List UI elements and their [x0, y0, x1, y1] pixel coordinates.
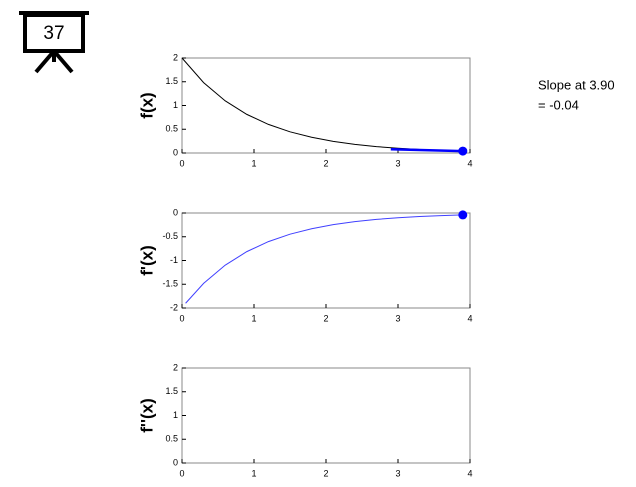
annotation: = -0.04 [538, 97, 579, 112]
y-tick-label: -0.5 [162, 231, 178, 241]
y-tick-label: -1.5 [162, 279, 178, 289]
plot-area [181, 367, 471, 464]
x-tick-label: 1 [251, 158, 256, 168]
x-tick-label: 2 [323, 313, 328, 323]
y-axis-label: f''(x) [137, 398, 156, 433]
plot-area [181, 57, 471, 154]
y-tick-label: -2 [170, 302, 178, 312]
y-tick-label: 0 [173, 207, 178, 217]
y-tick-label: 0.5 [165, 434, 178, 444]
x-tick-label: 1 [251, 468, 256, 478]
y-tick-label: 1 [173, 410, 178, 420]
badge-number: 37 [43, 23, 64, 44]
y-tick-label: 0 [173, 457, 178, 467]
x-tick-label: 4 [467, 313, 472, 323]
y-axis-label: f'(x) [137, 245, 156, 275]
x-tick-label: 2 [323, 158, 328, 168]
plot-area [181, 212, 471, 309]
annotation: Slope at 3.90 [538, 77, 615, 92]
y-tick-label: 1 [173, 100, 178, 110]
y-tick-label: 1.5 [165, 386, 178, 396]
x-tick-label: 0 [179, 313, 184, 323]
current-point [458, 146, 468, 156]
y-tick-label: 2 [173, 362, 178, 372]
x-tick-label: 3 [395, 158, 400, 168]
y-tick-label: 0.5 [165, 124, 178, 134]
curve [185, 214, 463, 304]
tangent-line [390, 147, 463, 153]
x-tick-label: 0 [179, 158, 184, 168]
x-tick-label: 4 [467, 468, 472, 478]
presentation-icon: 37 [19, 11, 89, 74]
y-tick-label: 2 [173, 52, 178, 62]
x-tick-label: 3 [395, 468, 400, 478]
x-tick-label: 4 [467, 158, 472, 168]
x-tick-label: 2 [323, 468, 328, 478]
current-point [458, 210, 468, 220]
y-tick-label: -1 [170, 255, 178, 265]
x-tick-label: 1 [251, 313, 256, 323]
y-tick-label: 1.5 [165, 76, 178, 86]
y-axis-label: f(x) [137, 92, 156, 118]
y-tick-label: 0 [173, 147, 178, 157]
x-tick-label: 3 [395, 313, 400, 323]
x-tick-label: 0 [179, 468, 184, 478]
